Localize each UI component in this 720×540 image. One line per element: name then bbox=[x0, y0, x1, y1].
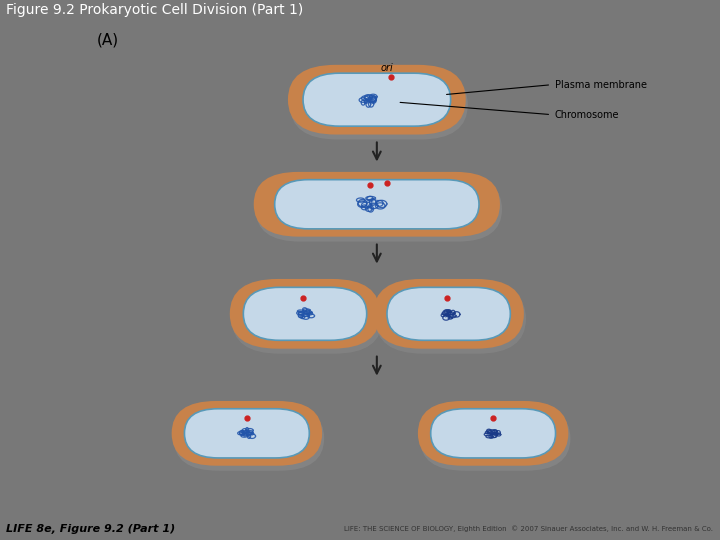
FancyBboxPatch shape bbox=[418, 401, 568, 465]
FancyBboxPatch shape bbox=[274, 180, 479, 229]
FancyBboxPatch shape bbox=[303, 73, 451, 126]
FancyBboxPatch shape bbox=[288, 65, 466, 134]
Text: Figure 9.2 Prokaryotic Cell Division (Part 1): Figure 9.2 Prokaryotic Cell Division (Pa… bbox=[6, 3, 303, 17]
FancyBboxPatch shape bbox=[256, 177, 502, 241]
Text: Plasma membrane: Plasma membrane bbox=[554, 80, 647, 90]
FancyBboxPatch shape bbox=[375, 284, 526, 354]
FancyBboxPatch shape bbox=[290, 70, 468, 139]
FancyBboxPatch shape bbox=[174, 406, 324, 471]
FancyBboxPatch shape bbox=[232, 284, 382, 354]
Text: (A): (A) bbox=[96, 33, 119, 48]
FancyBboxPatch shape bbox=[253, 172, 500, 237]
FancyBboxPatch shape bbox=[420, 406, 570, 471]
FancyBboxPatch shape bbox=[230, 279, 380, 349]
Text: LIFE: THE SCIENCE OF BIOLOGY, Eighth Edition  © 2007 Sinauer Associates, Inc. an: LIFE: THE SCIENCE OF BIOLOGY, Eighth Edi… bbox=[344, 525, 713, 532]
FancyBboxPatch shape bbox=[387, 287, 510, 340]
Text: LIFE 8e, Figure 9.2 (Part 1): LIFE 8e, Figure 9.2 (Part 1) bbox=[6, 524, 175, 534]
Text: ori: ori bbox=[381, 63, 393, 73]
FancyBboxPatch shape bbox=[431, 409, 556, 458]
FancyBboxPatch shape bbox=[374, 279, 524, 349]
Text: Chromosome: Chromosome bbox=[554, 110, 619, 120]
FancyBboxPatch shape bbox=[243, 287, 366, 340]
FancyBboxPatch shape bbox=[171, 401, 322, 465]
FancyBboxPatch shape bbox=[184, 409, 310, 458]
